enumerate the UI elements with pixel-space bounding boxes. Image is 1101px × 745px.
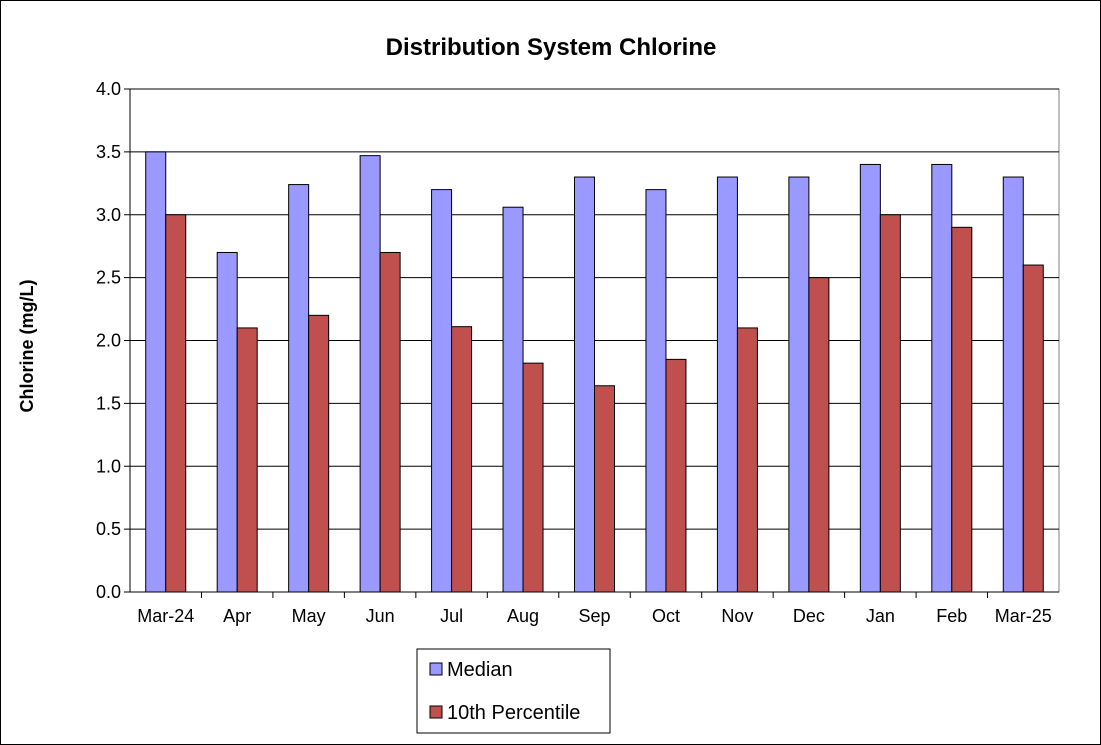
legend-label: 10th Percentile [447,702,580,724]
x-tick-label: Jun [366,606,395,626]
bar-median [859,163,881,593]
bar-10th-percentile [951,226,973,593]
x-tick-label: Aug [507,606,539,626]
y-tick-label: 1.5 [96,393,121,413]
bar-10th-percentile [1022,264,1044,593]
bar-median [288,184,310,593]
x-tick-label: Jan [866,606,895,626]
y-tick-label: 4.0 [96,79,121,99]
x-tick-label: Mar-24 [137,606,194,626]
bar-median [431,189,453,593]
x-tick-label: Oct [652,606,680,626]
x-tick-label: Mar-25 [995,606,1052,626]
x-tick-label: Nov [721,606,753,626]
bar-10th-percentile [451,326,473,593]
bar-10th-percentile [236,327,258,593]
bar-10th-percentile [879,214,901,593]
bar-10th-percentile [665,358,687,593]
bar-median [502,206,524,593]
y-tick-label: 3.0 [96,205,121,225]
y-tick-label: 0.5 [96,519,121,539]
bar-10th-percentile [736,327,758,593]
bar-median [716,176,738,593]
y-axis-label: Chlorine (mg/L) [17,280,37,413]
legend-box [416,648,611,734]
bar-10th-percentile [308,314,330,593]
legend-swatch [429,705,443,719]
bar-median [216,251,238,593]
legend-label: Median [447,659,513,681]
bar-10th-percentile [808,277,830,593]
bar-10th-percentile [594,385,615,593]
x-tick-label: Dec [793,606,825,626]
x-tick-label: Apr [223,606,251,626]
y-tick-label: 0.0 [96,582,121,602]
x-tick-label: Sep [578,606,610,626]
bar-median [645,189,667,593]
bar-median [931,163,953,593]
y-tick-label: 2.0 [96,331,121,351]
bar-10th-percentile [165,214,187,593]
bar-median [359,155,381,593]
y-tick-label: 1.0 [96,456,121,476]
bar-10th-percentile [522,362,544,593]
legend-swatch [429,662,443,676]
bar-median [145,151,167,593]
bar-median [574,176,595,593]
x-tick-label: Feb [936,606,967,626]
bar-10th-percentile [379,251,401,593]
chart-title: Distribution System Chlorine [386,34,717,61]
y-tick-label: 3.5 [96,142,121,162]
x-tick-label: May [292,606,326,626]
bar-median [1002,176,1024,593]
bar-median [788,176,810,593]
x-tick-label: Jul [440,606,463,626]
y-tick-label: 2.5 [96,268,121,288]
